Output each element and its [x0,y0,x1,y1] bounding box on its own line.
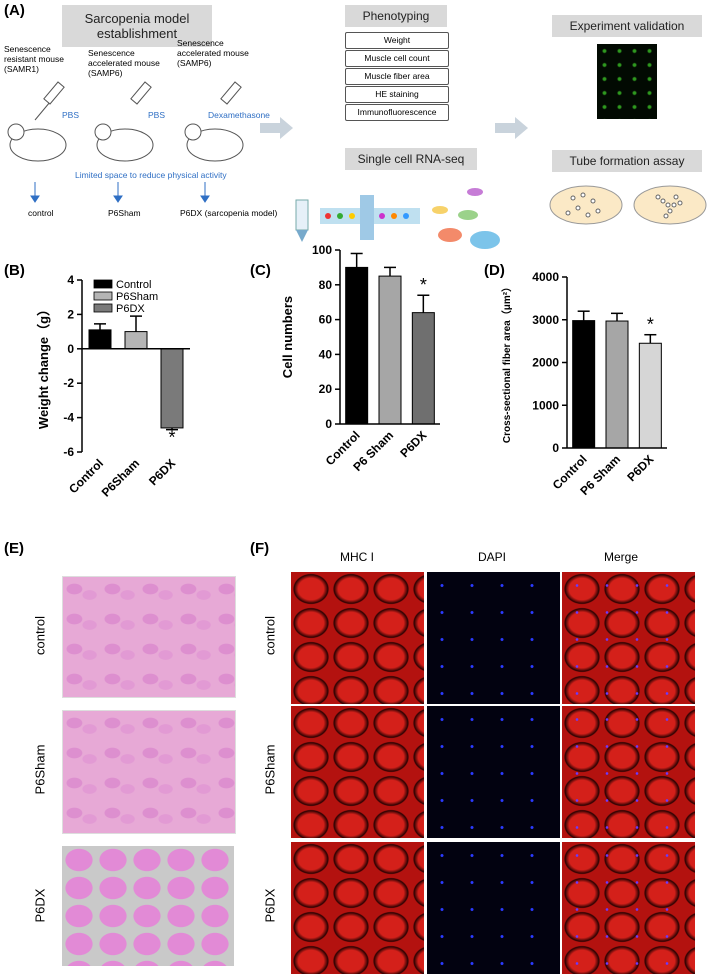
panel-label: (E) [4,540,24,557]
legend-label: P6DX [116,303,145,315]
row-label: P6Sham [262,744,278,795]
if-image [597,44,657,119]
row-label: control [32,615,48,656]
y-tick-label: 20 [319,382,333,396]
note: Limited space to reduce physical activit… [75,170,227,180]
bar [572,320,596,449]
tube-diagram [549,185,707,225]
bar [638,342,662,449]
legend-swatch [93,279,113,289]
row-label: P6DX [32,888,48,923]
scrna-title: Single cell RNA-seq [345,148,477,170]
panel-label: (A) [4,2,25,19]
if-image [562,572,695,704]
he-image [62,710,236,834]
he-image [62,846,234,966]
y-tick-label: -2 [63,376,74,390]
phenotype-item: Weight [345,32,449,49]
treatment: PBS [148,110,166,120]
if-image [291,572,424,704]
scrna-diagram [295,188,500,249]
annotation: * [647,315,654,335]
treatment: Dexamethasone [208,110,270,120]
if-image [562,842,695,974]
mouse-name: Senescence resistant mouse (SAMR1) [4,44,64,74]
if-image [427,706,560,838]
column-label: Merge [604,550,639,564]
panel-label: (B) [4,262,25,279]
if-image [291,842,424,974]
mice-drawing [7,81,244,162]
bar [411,312,435,425]
bar [88,329,112,350]
y-tick-label: 4000 [532,270,559,284]
treatment: PBS [62,110,80,120]
y-tick-label: 100 [312,243,332,257]
flow-arrows [260,117,528,139]
mouse-name: Senescence accelerated mouse (SAMP6) [177,38,249,68]
group: control [28,208,54,218]
panel-label: (D) [484,262,505,279]
legend-swatch [93,303,113,313]
bar [605,320,629,449]
x-tick-label: P6DX [146,456,178,488]
he-image [62,576,236,698]
if-image [427,842,560,974]
bar [160,348,184,429]
row-label: control [262,615,278,656]
row-label: P6Sham [32,744,48,795]
y-tick-label: 3000 [532,313,559,327]
y-axis-label: Weight change（g） [36,303,51,429]
panel-label: (C) [250,262,271,279]
phenotype-item: Muscle fiber area [345,68,449,85]
column-label: MHC I [340,550,374,564]
annotation: * [168,428,175,448]
group: P6Sham [108,208,141,218]
x-tick-label: P6DX [624,452,656,484]
row-label: P6DX [262,888,278,923]
tube-title: Tube formation assay [552,150,702,172]
y-tick-label: -6 [63,445,74,459]
phenotype-item: HE staining [345,86,449,103]
y-tick-label: 4 [67,273,74,287]
validation-title: Experiment validation [552,15,702,37]
y-tick-label: 2000 [532,356,559,370]
if-image [562,706,695,838]
y-tick-label: 0 [325,417,332,431]
legend-label: Control [116,279,151,291]
y-tick-label: 0 [552,441,559,455]
y-tick-label: 2 [67,307,74,321]
column-label: DAPI [478,550,507,564]
annotation: * [420,275,427,295]
bar [345,266,369,425]
mouse-name: Senescence accelerated mouse (SAMP6) [88,48,160,78]
phenotyping-title: Phenotyping [345,5,447,27]
y-tick-label: 40 [319,347,333,361]
model-title: Sarcopenia model establishment [62,5,212,47]
x-tick-label: P6Sham [99,456,142,499]
phenotype-item: Muscle cell count [345,50,449,67]
y-tick-label: 0 [67,342,74,356]
y-axis-label: Cross-sectional fiber area（μm²） [500,282,513,443]
x-tick-label: P6DX [397,428,429,460]
y-tick-label: 1000 [532,398,559,412]
panel-label: (F) [250,540,270,557]
if-image [291,706,424,838]
legend-swatch [93,291,113,301]
y-tick-label: 80 [319,278,333,292]
bar [124,331,148,350]
if-image [427,572,560,704]
group: P6DX (sarcopenia model) [180,208,278,218]
phenotype-item: Immunofluorescence [345,104,449,121]
y-axis-label: Cell numbers [280,296,295,378]
y-tick-label: -4 [63,411,74,425]
bar [378,275,402,425]
y-tick-label: 60 [319,313,333,327]
arrows [30,182,210,203]
legend-label: P6Sham [116,291,158,303]
chart: 0 1000 2000 3000 4000 Cross-sectional fiber a… [500,270,667,498]
